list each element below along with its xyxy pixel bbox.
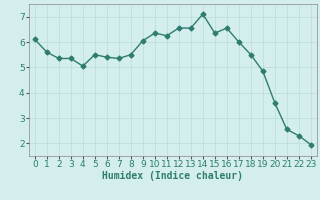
X-axis label: Humidex (Indice chaleur): Humidex (Indice chaleur) — [102, 171, 243, 181]
